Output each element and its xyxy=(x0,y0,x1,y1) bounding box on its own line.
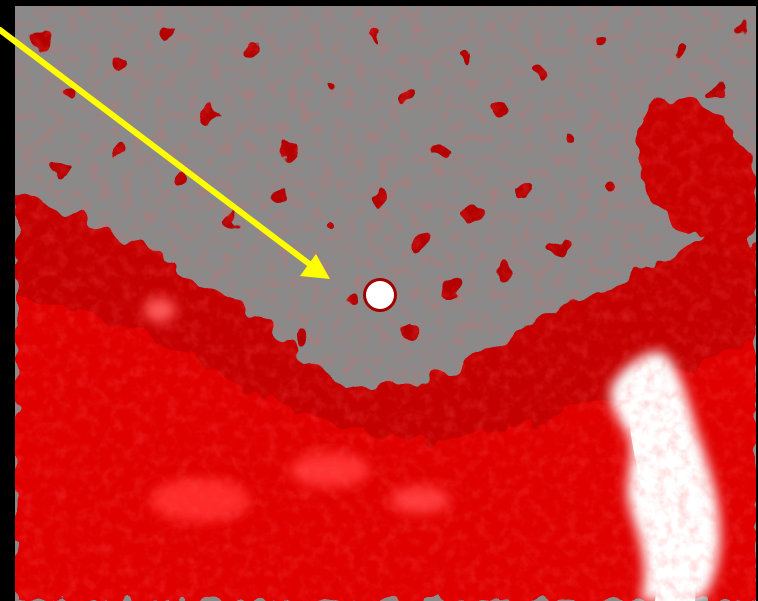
pointer-arrow-icon xyxy=(0,27,330,279)
target-marker-icon xyxy=(363,278,397,312)
